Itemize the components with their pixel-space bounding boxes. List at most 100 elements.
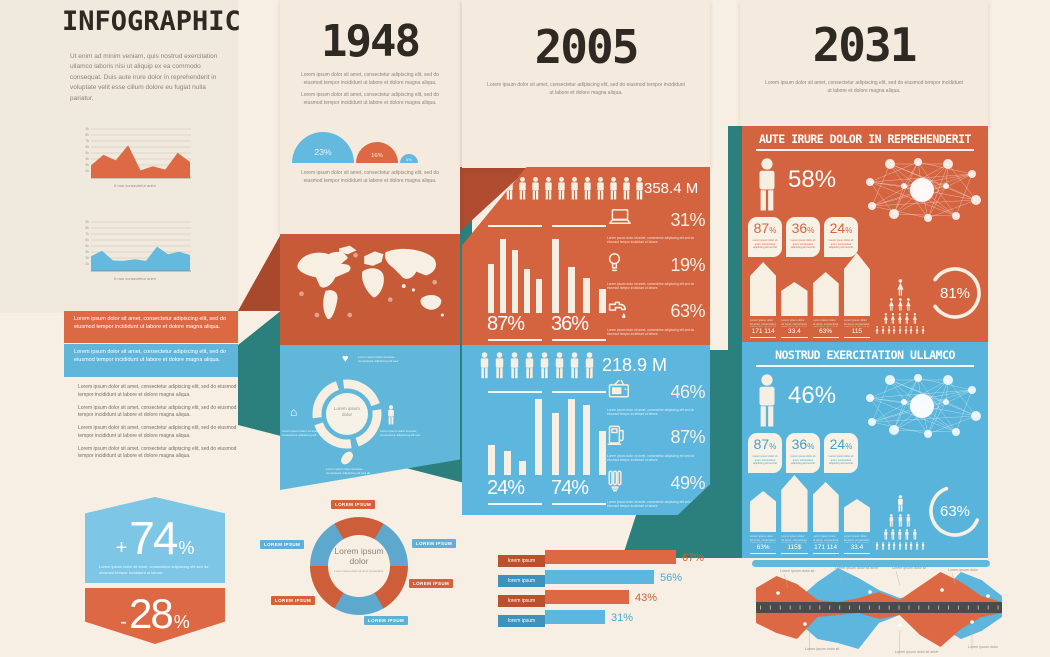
- percent-sign: %: [845, 226, 853, 235]
- badge-note: Lorem ipsum dolor sit amet, consectetur …: [790, 239, 816, 250]
- donut-label-upper-left: LOREM IPSUM: [260, 540, 305, 549]
- laptop-icon-wrap: [607, 208, 633, 232]
- man-icon: [905, 529, 909, 540]
- heading-rule: [756, 365, 974, 367]
- man-icon: [891, 529, 895, 540]
- man-icon: [525, 352, 534, 379]
- plus-sign: +: [115, 537, 128, 559]
- donut-label-top: LOREM IPSUM: [331, 500, 376, 509]
- stream-svg: Lorem ipsum dolor sit Lorem ipsum dolor s…: [756, 566, 1002, 656]
- arrow-note: Lorem ipsum dolor sit amet, consectetur …: [781, 535, 808, 543]
- bar: [503, 451, 511, 475]
- percent-sign: %: [807, 226, 815, 235]
- stream-callout: Lorem ipsum dolor: [968, 645, 999, 649]
- arrow-bar: [750, 491, 777, 532]
- stream-callout: Lorem ipsum dolor sit: [780, 569, 814, 573]
- percent-sign: %: [769, 442, 777, 451]
- man-icon: [545, 177, 552, 200]
- man-icon: [555, 352, 564, 379]
- panel-1948-map: [280, 234, 460, 345]
- man-icon: [480, 352, 489, 379]
- badge-value: 87: [753, 436, 770, 452]
- svg-text:2k: 2k: [85, 169, 89, 173]
- stat-badge: 24% Lorem ipsum dolor sit amet, consecte…: [824, 217, 858, 257]
- man-icon: [898, 529, 902, 540]
- arrow-note: Lorem ipsum dolor sit amet, consectetur …: [812, 319, 839, 327]
- woman-icon: [905, 298, 911, 311]
- pyramid-row: [896, 279, 905, 296]
- big-percent: 58%: [788, 166, 837, 193]
- arrow-column: Lorem ipsum dolor sit amet, consectetur …: [781, 282, 808, 338]
- man-icon: [584, 177, 591, 200]
- percent-sign: %: [845, 442, 853, 451]
- data-dot: [986, 594, 990, 598]
- man-icon: [898, 542, 902, 550]
- area-chart-blue-caption: It non consectetur anim: [114, 276, 156, 281]
- svg-text:7k: 7k: [85, 139, 89, 143]
- man-icon: [519, 177, 526, 200]
- arrow-bar: [812, 272, 839, 316]
- man-icon: [898, 514, 902, 527]
- bar: [567, 399, 575, 475]
- hbar: [545, 610, 605, 624]
- cycle-note-left: Lorem ipsum dolor sit amet, consectetur …: [282, 429, 320, 438]
- donut-note: Lorem ipsum dolor sit amet consectetur: [334, 569, 384, 574]
- stat-value: 49%: [670, 473, 705, 494]
- woman-icon: [909, 326, 913, 334]
- bar: [524, 269, 530, 313]
- pyramid-row: [875, 326, 925, 334]
- man-icon: [571, 177, 578, 200]
- hbar-value: 43%: [635, 592, 658, 604]
- network-diagram: [860, 156, 982, 229]
- paragraph: Lorem ipsum dolor sit amet, consectetur …: [78, 404, 237, 419]
- hbar: [545, 550, 676, 564]
- stream-callout: Lorem ipsum dolor sit: [892, 566, 926, 570]
- svg-text:3k: 3k: [85, 256, 89, 260]
- bar-group-87: [488, 229, 542, 313]
- man-icon: [610, 177, 617, 200]
- ring-svg: [929, 485, 981, 537]
- data-dot: [940, 588, 944, 592]
- paragraph: Lorem ipsum dolor sit amet, consectetur …: [300, 72, 440, 86]
- arrow-bar: [843, 253, 870, 316]
- svg-text:8k: 8k: [85, 226, 89, 230]
- arrow-label: 63%: [750, 544, 777, 554]
- stream-callout: Lorem ipsum dolor sit: [805, 647, 839, 651]
- panel-1948: 1948 Lorem ipsum dolor sit amet, consect…: [280, 0, 460, 234]
- man-icon: [495, 352, 504, 379]
- woman-icon: [921, 326, 925, 334]
- badge-value: 24: [829, 436, 846, 452]
- arrow-label: 33.4: [843, 544, 870, 554]
- ring-value: 63%: [939, 502, 971, 520]
- tv-icon-wrap: [607, 379, 632, 405]
- blue-ribbon-note: Lorem ipsum dolor sit amet, consectetur …: [64, 344, 238, 377]
- hbar-row: lorem ipsum 43%: [498, 590, 738, 607]
- area-series: [91, 145, 190, 178]
- woman-icon: [875, 326, 879, 334]
- donut-title: Lorem ipsum: [334, 546, 384, 556]
- cycle-center-sub: dolor: [341, 411, 352, 417]
- bar-group-74-label: 74%: [551, 477, 589, 499]
- badge-value: 24: [829, 220, 846, 236]
- man-icon: [558, 177, 565, 200]
- badge-note: Lorem ipsum dolor sit amet, consectetur …: [752, 239, 778, 250]
- blue-divider-bar: [752, 560, 990, 567]
- body-paragraphs: Lorem ipsum dolor sit amet, consectetur …: [78, 384, 246, 466]
- cfl-bulb-icon: [608, 470, 622, 492]
- panel-2031-orange: AUTE IRURE DOLOR IN REPREHENDERIT 58% 87…: [742, 126, 988, 342]
- pyramid-row: [896, 495, 905, 512]
- semicircle-slice: 23%: [292, 132, 354, 163]
- man-icon: [910, 542, 913, 550]
- stat-value: 46%: [670, 381, 705, 402]
- svg-text:9k: 9k: [85, 127, 89, 131]
- bar: [583, 404, 591, 475]
- panel-2031-blue: NOSTRUD EXERCITATION ULLAMCO 46% 87% Lor…: [742, 342, 988, 558]
- semicircle-slice: 5%: [400, 154, 418, 163]
- bar: [583, 277, 591, 313]
- woman-icon: [881, 326, 885, 334]
- bar-underline: [488, 503, 542, 505]
- bar-overline: [488, 225, 542, 227]
- bar: [534, 399, 542, 475]
- arrow-column: Lorem ipsum dolor sit amet, consectetur …: [781, 475, 808, 554]
- pyramid-row: [883, 529, 918, 540]
